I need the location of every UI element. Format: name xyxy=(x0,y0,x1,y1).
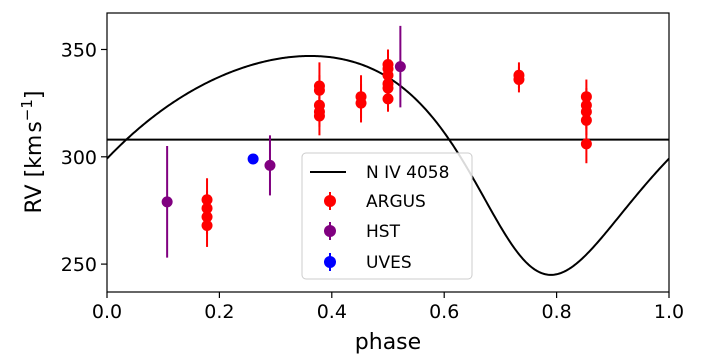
legend-uves-label: UVES xyxy=(366,253,412,273)
legend-hst-label: HST xyxy=(366,222,401,242)
legend-argus-marker xyxy=(324,195,336,207)
legend-hst-marker xyxy=(324,225,336,237)
y-tick-label: 350 xyxy=(61,39,97,61)
y-axis: 250 300 350 xyxy=(61,39,107,276)
hst-point xyxy=(394,61,406,73)
argus-point xyxy=(382,93,394,105)
x-tick-label: 1.0 xyxy=(654,301,684,323)
x-tick-label: 0.2 xyxy=(204,301,234,323)
legend-model-label: N IV 4058 xyxy=(366,163,449,183)
plot-area xyxy=(107,25,669,276)
data-layer xyxy=(161,25,592,258)
x-tick-label: 0.8 xyxy=(541,301,571,323)
series-hst xyxy=(161,25,406,258)
legend: N IV 4058 ARGUS HST UVES xyxy=(301,152,473,280)
argus-point xyxy=(313,110,325,122)
legend-argus-label: ARGUS xyxy=(366,192,426,212)
series-uves xyxy=(247,153,259,165)
legend-box xyxy=(301,152,473,280)
y-tick-label: 300 xyxy=(61,147,97,169)
argus-point xyxy=(355,97,367,109)
x-tick-label: 0.0 xyxy=(92,301,122,323)
legend-uves-marker xyxy=(324,256,336,268)
uves-point xyxy=(247,153,259,165)
hst-point xyxy=(161,196,173,208)
argus-point xyxy=(313,84,325,96)
series-argus xyxy=(201,49,592,247)
x-tick-label: 0.4 xyxy=(317,301,347,323)
y-axis-label: RV [kms−1] xyxy=(18,90,47,213)
argus-point xyxy=(513,74,525,86)
x-axis-label: phase xyxy=(355,330,421,354)
y-tick-label: 250 xyxy=(61,254,97,276)
argus-point xyxy=(580,114,592,126)
x-tick-label: 0.6 xyxy=(429,301,459,323)
x-axis: 0.0 0.2 0.4 0.6 0.8 1.0 xyxy=(92,292,684,323)
argus-point xyxy=(201,219,213,231)
hst-point xyxy=(264,159,276,171)
argus-point xyxy=(580,138,592,150)
plot-frame xyxy=(106,12,670,293)
